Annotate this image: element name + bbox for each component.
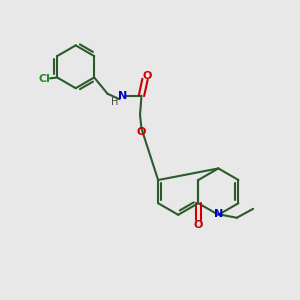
Text: O: O xyxy=(137,127,146,137)
Text: N: N xyxy=(214,209,223,219)
Text: O: O xyxy=(194,220,203,230)
Text: Cl: Cl xyxy=(39,74,51,84)
Text: O: O xyxy=(143,71,152,81)
Text: N: N xyxy=(118,91,128,100)
Text: H: H xyxy=(111,97,118,106)
